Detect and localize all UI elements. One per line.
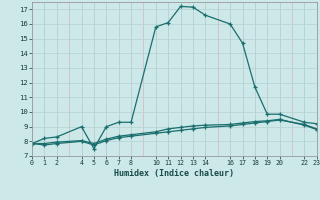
X-axis label: Humidex (Indice chaleur): Humidex (Indice chaleur) <box>115 169 234 178</box>
